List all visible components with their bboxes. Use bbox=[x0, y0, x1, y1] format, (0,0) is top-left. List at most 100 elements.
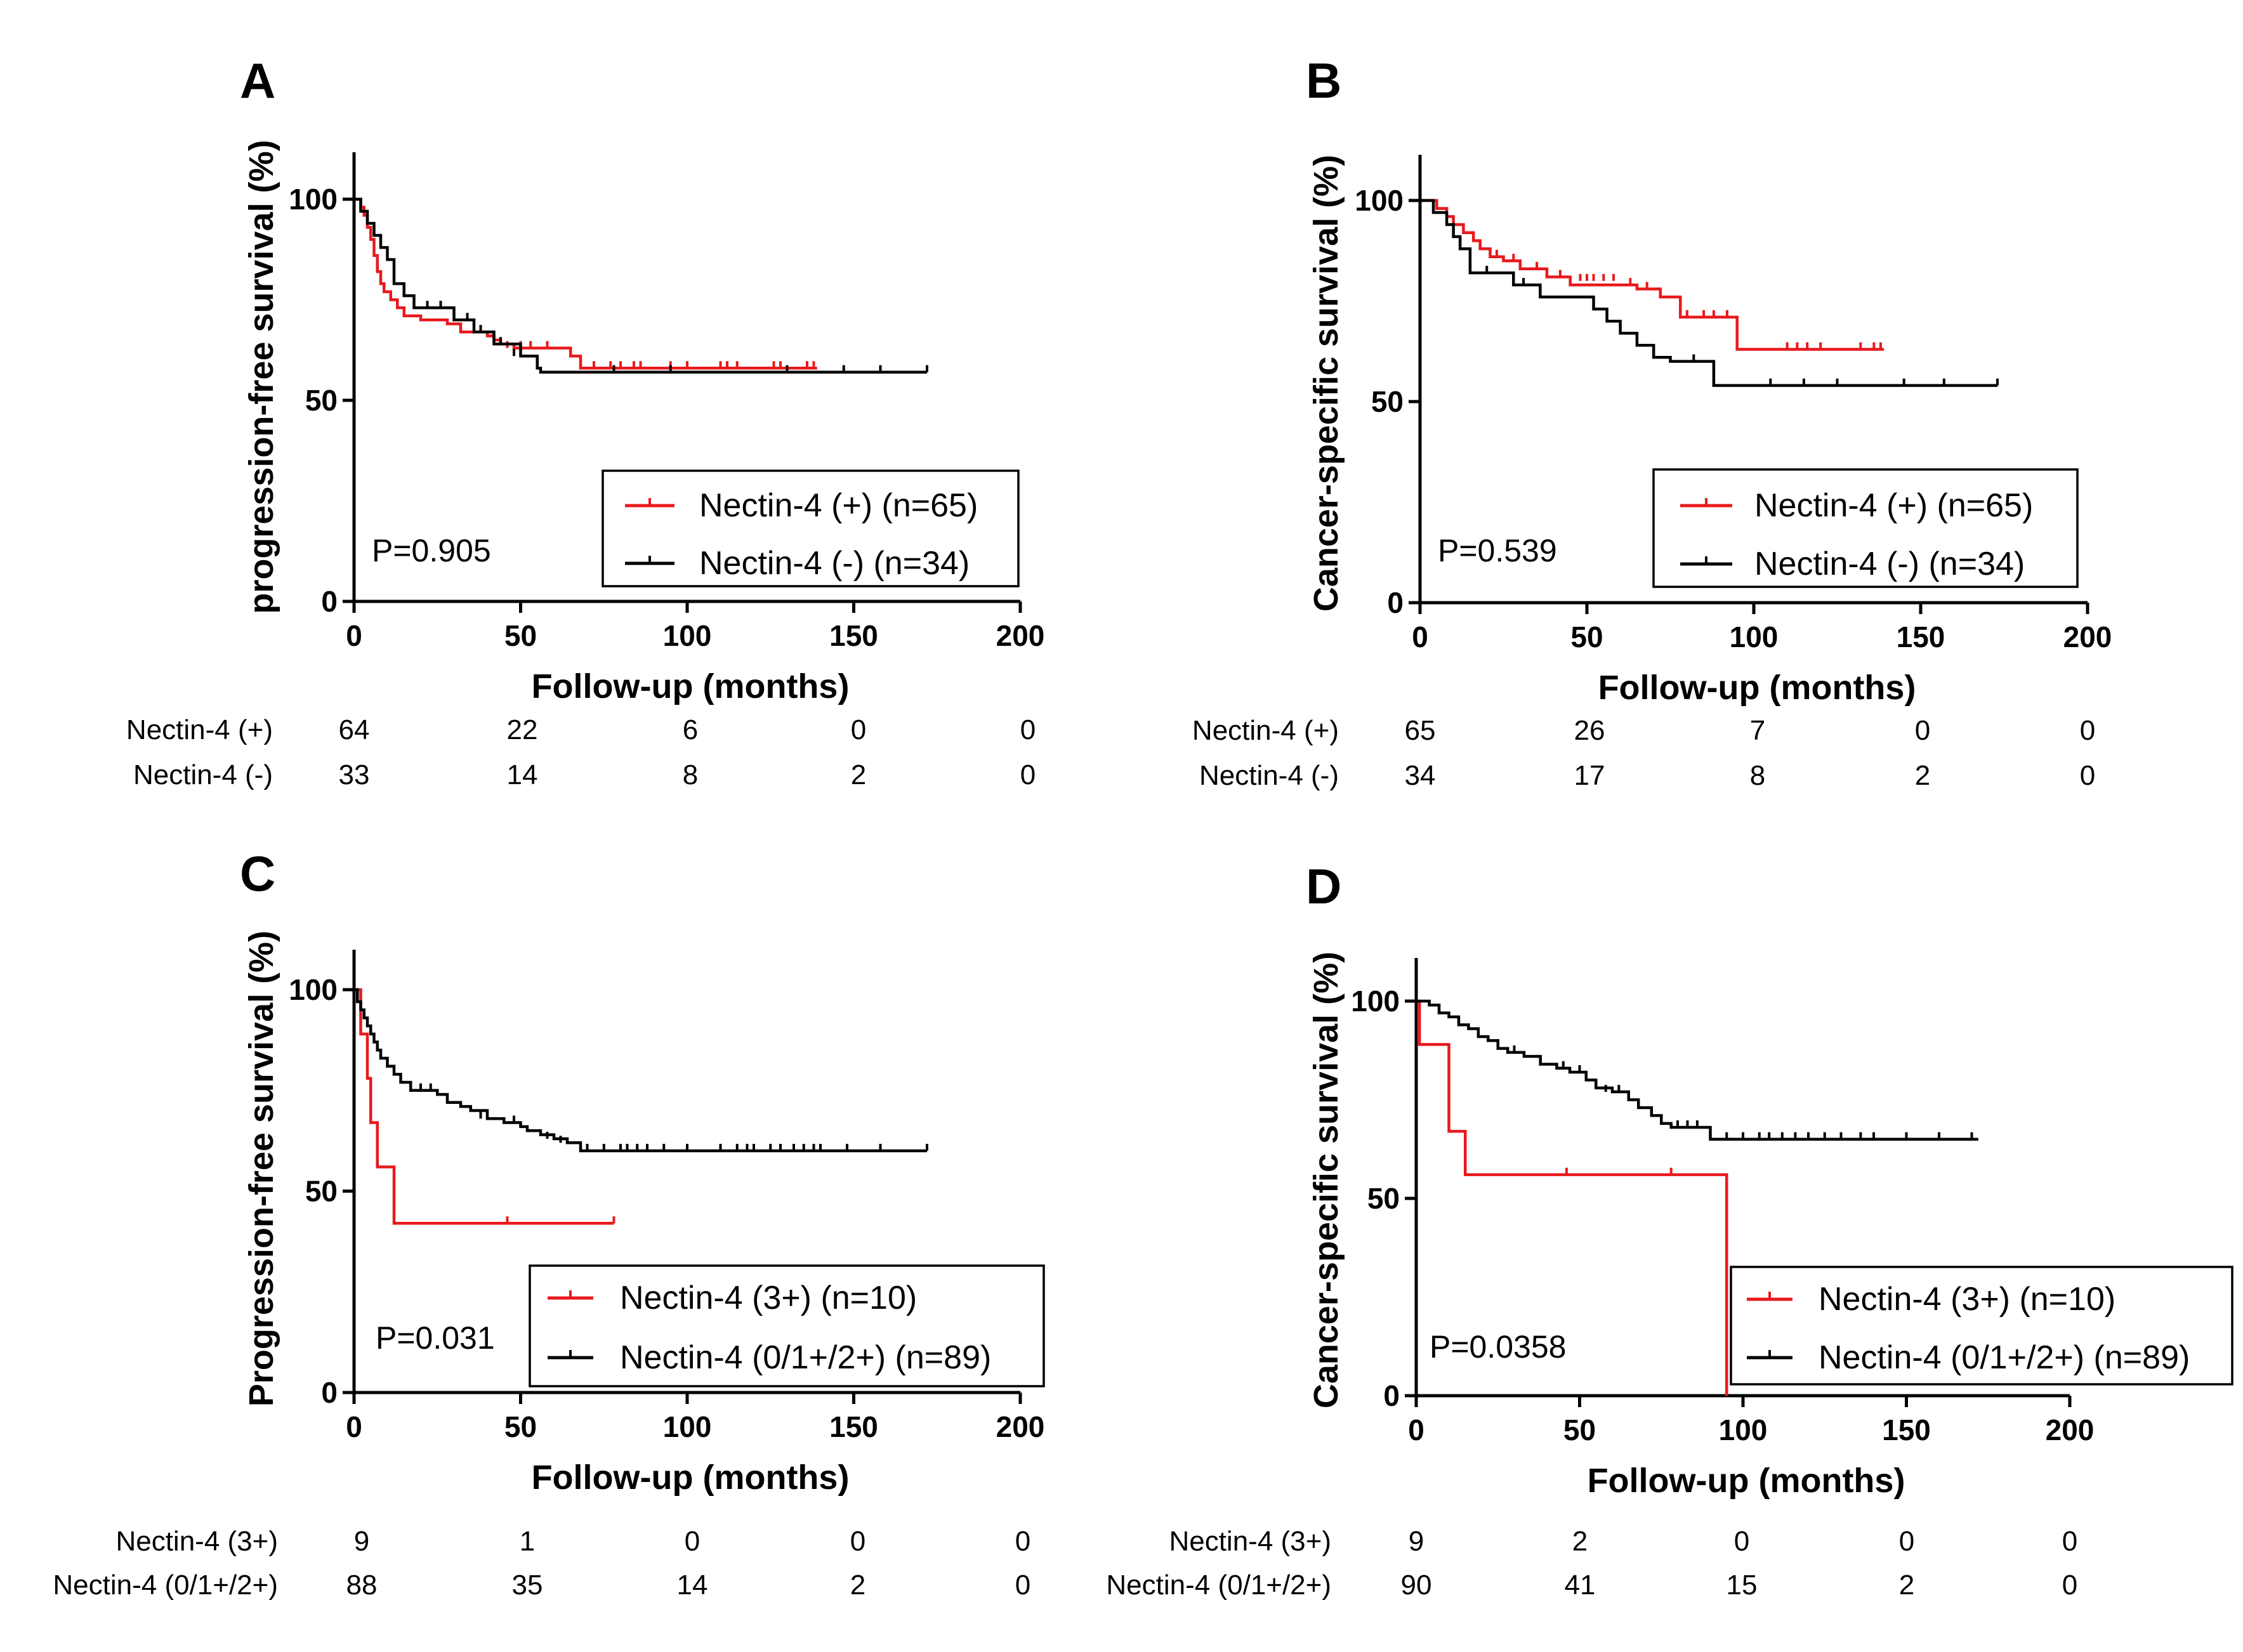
survival-curve bbox=[1416, 999, 1978, 1141]
y-tick-label: 100 bbox=[289, 973, 338, 1006]
legend: Nectin-4 (3+) (n=10) Nectin-4 (0/1+/2+) (… bbox=[1730, 1266, 2233, 1386]
risk-value: 2 bbox=[851, 759, 866, 790]
series-group-2 bbox=[1416, 999, 1978, 1141]
survival-curve bbox=[1420, 199, 1997, 387]
legend: Nectin-4 (+) (n=65) Nectin-4 (-) (n=34) bbox=[1652, 468, 2079, 588]
legend-box bbox=[1652, 468, 2079, 588]
risk-value: 8 bbox=[683, 759, 698, 790]
risk-value: 90 bbox=[1401, 1570, 1432, 1601]
y-tick-label: 100 bbox=[289, 183, 338, 216]
risk-value: 6 bbox=[683, 714, 698, 745]
risk-value: 15 bbox=[1727, 1570, 1758, 1601]
x-tick-label: 100 bbox=[1719, 1413, 1768, 1446]
risk-value: 0 bbox=[851, 714, 866, 745]
y-axis-label: Cancer-specific survival (%) bbox=[1307, 952, 1345, 1408]
risk-value: 22 bbox=[507, 714, 538, 745]
risk-value: 0 bbox=[1020, 759, 1036, 790]
legend-box bbox=[1730, 1266, 2233, 1386]
x-tick-label: 150 bbox=[1897, 620, 1945, 653]
x-axis-label: Follow-up (months) bbox=[532, 667, 850, 705]
legend-label: Nectin-4 (0/1+/2+) (n=89) bbox=[620, 1339, 991, 1376]
risk-value: 14 bbox=[677, 1570, 708, 1601]
risk-value: 9 bbox=[1409, 1526, 1424, 1557]
risk-value: 7 bbox=[1750, 715, 1765, 746]
y-axis-label: Progression-free survival (%) bbox=[242, 931, 280, 1406]
x-axis-label: Follow-up (months) bbox=[1588, 1462, 1905, 1500]
legend-box bbox=[602, 469, 1020, 587]
p-value: P=0.031 bbox=[376, 1320, 495, 1356]
legend-label: Nectin-4 (+) (n=65) bbox=[699, 487, 978, 524]
x-tick-label: 50 bbox=[504, 1410, 537, 1443]
x-tick-label: 0 bbox=[346, 619, 362, 652]
legend-label: Nectin-4 (+) (n=65) bbox=[1754, 487, 2033, 524]
risk-value: 1 bbox=[520, 1526, 535, 1557]
y-tick-label: 100 bbox=[1355, 184, 1404, 217]
risk-row-label: Nectin-4 (+) bbox=[126, 714, 273, 745]
panel-letter: B bbox=[1306, 53, 1341, 108]
series-group-1 bbox=[354, 197, 817, 370]
x-tick-label: 100 bbox=[663, 619, 712, 652]
risk-row-label: Nectin-4 (3+) bbox=[1169, 1526, 1331, 1557]
x-tick-label: 150 bbox=[829, 619, 878, 652]
risk-row-label: Nectin-4 (0/1+/2+) bbox=[53, 1570, 278, 1601]
risk-row-label: Nectin-4 (3+) bbox=[115, 1526, 278, 1557]
legend: Nectin-4 (+) (n=65) Nectin-4 (-) (n=34) bbox=[602, 469, 1020, 587]
x-tick-label: 200 bbox=[2046, 1413, 2095, 1446]
risk-value: 0 bbox=[2062, 1570, 2077, 1601]
risk-value: 65 bbox=[1405, 715, 1436, 746]
y-tick-label: 0 bbox=[321, 1376, 338, 1409]
series-group-1 bbox=[354, 988, 615, 1225]
series-group-2 bbox=[354, 197, 928, 374]
risk-value: 64 bbox=[339, 714, 370, 745]
risk-row-label: Nectin-4 (+) bbox=[1192, 715, 1339, 746]
y-tick-label: 0 bbox=[1387, 586, 1404, 619]
p-value: P=0.0358 bbox=[1430, 1329, 1566, 1365]
y-tick-label: 50 bbox=[305, 1175, 338, 1208]
x-tick-label: 50 bbox=[1563, 1413, 1596, 1446]
panel-letter: A bbox=[240, 53, 275, 108]
legend: Nectin-4 (3+) (n=10) Nectin-4 (0/1+/2+) (… bbox=[529, 1264, 1045, 1387]
survival-curve bbox=[354, 988, 614, 1225]
risk-value: 9 bbox=[354, 1526, 369, 1557]
p-value: P=0.539 bbox=[1438, 533, 1557, 568]
x-tick-label: 0 bbox=[1412, 620, 1428, 653]
risk-value: 0 bbox=[1915, 715, 1930, 746]
risk-row-label: Nectin-4 (0/1+/2+) bbox=[1106, 1570, 1331, 1601]
risk-value: 0 bbox=[2080, 760, 2095, 791]
survival-curve bbox=[354, 197, 817, 370]
legend-box bbox=[529, 1264, 1045, 1387]
x-tick-label: 100 bbox=[663, 1410, 712, 1443]
x-tick-label: 0 bbox=[346, 1410, 362, 1443]
y-axis-label: progression-free survival (%) bbox=[242, 140, 280, 613]
survival-curve bbox=[354, 988, 927, 1153]
legend-label: Nectin-4 (-) (n=34) bbox=[699, 545, 970, 582]
risk-value: 0 bbox=[685, 1526, 700, 1557]
y-tick-label: 50 bbox=[305, 384, 338, 417]
legend-label: Nectin-4 (0/1+/2+) (n=89) bbox=[1819, 1339, 2190, 1376]
y-tick-label: 100 bbox=[1351, 985, 1400, 1018]
x-tick-label: 150 bbox=[1882, 1413, 1931, 1446]
risk-value: 41 bbox=[1565, 1570, 1596, 1601]
x-tick-label: 0 bbox=[1408, 1413, 1424, 1446]
risk-value: 0 bbox=[2062, 1526, 2077, 1557]
risk-value: 2 bbox=[850, 1570, 865, 1601]
risk-value: 35 bbox=[512, 1570, 543, 1601]
x-tick-label: 100 bbox=[1730, 620, 1779, 653]
risk-value: 0 bbox=[2080, 715, 2095, 746]
y-tick-label: 0 bbox=[321, 585, 338, 618]
risk-value: 0 bbox=[1015, 1570, 1030, 1601]
x-tick-label: 50 bbox=[1570, 620, 1603, 653]
legend-label: Nectin-4 (-) (n=34) bbox=[1754, 546, 2025, 582]
x-tick-label: 200 bbox=[996, 1410, 1045, 1443]
legend-label: Nectin-4 (3+) (n=10) bbox=[620, 1280, 917, 1316]
risk-value: 88 bbox=[346, 1570, 378, 1601]
risk-table: Nectin-4 (+) 65 26 7 0 0 Nectin-4 (-) 34 17 8 2 0 bbox=[1192, 715, 2095, 791]
x-tick-label: 150 bbox=[829, 1410, 878, 1443]
risk-value: 17 bbox=[1574, 760, 1605, 791]
risk-value: 2 bbox=[1915, 760, 1930, 791]
